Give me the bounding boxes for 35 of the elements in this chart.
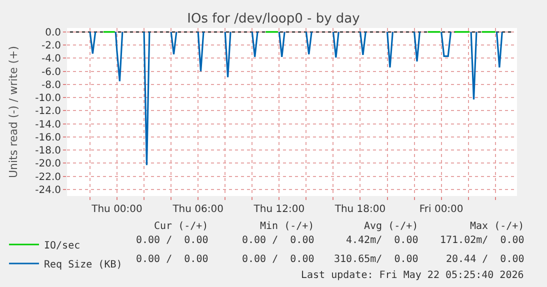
x-tick-label: Fri 00:00 (419, 204, 464, 215)
text: Max (-/+) (470, 221, 524, 232)
text: 310.65m/ 0.00 (334, 254, 418, 265)
y-axis-title: Units read (-) / write (+) (6, 46, 20, 178)
y-tick-label: -14.0 (35, 119, 61, 130)
text: 4.42m/ 0.00 (346, 235, 418, 246)
y-tick-label: 0.0 (45, 27, 61, 38)
x-tick-label: Thu 06:00 (172, 204, 224, 215)
text: 0.00 / 0.00 (242, 235, 314, 246)
x-tick-label: Thu 00:00 (90, 204, 142, 215)
chart-title: IOs for /dev/loop0 - by day (187, 12, 360, 27)
text: 171.02m/ 0.00 (440, 235, 524, 246)
y-tick-label: -16.0 (35, 132, 61, 144)
y-tick-label: -22.0 (35, 172, 61, 183)
text: Cur (-/+) (154, 221, 208, 232)
text: Avg (-/+) (364, 221, 418, 232)
text: 20.44 / 0.00 (446, 254, 524, 265)
y-tick-label: -12.0 (35, 106, 61, 118)
y-tick-label: -4.0 (41, 54, 61, 65)
legend-label: Req Size (KB) (44, 259, 122, 270)
x-tick-label: Thu 18:00 (334, 204, 386, 215)
y-tick-label: -8.0 (41, 80, 61, 91)
y-tick-label: -18.0 (35, 146, 61, 157)
y-tick-label: -2.0 (41, 40, 61, 52)
legend-label: IO/sec (44, 240, 80, 252)
text: 0.00 / 0.00 (242, 254, 314, 265)
x-tick-label: Thu 12:00 (252, 204, 305, 215)
text: Min (-/+) (260, 221, 314, 232)
text: 0.00 / 0.00 (136, 254, 208, 265)
y-tick-label: -24.0 (35, 184, 61, 196)
y-tick-label: -10.0 (35, 93, 61, 104)
y-tick-label: -20.0 (35, 158, 61, 170)
text: Last update: Fri May 22 05:25:40 2026 (301, 270, 524, 281)
text: 0.00 / 0.00 (136, 235, 208, 246)
y-tick-label: -6.0 (41, 66, 61, 78)
